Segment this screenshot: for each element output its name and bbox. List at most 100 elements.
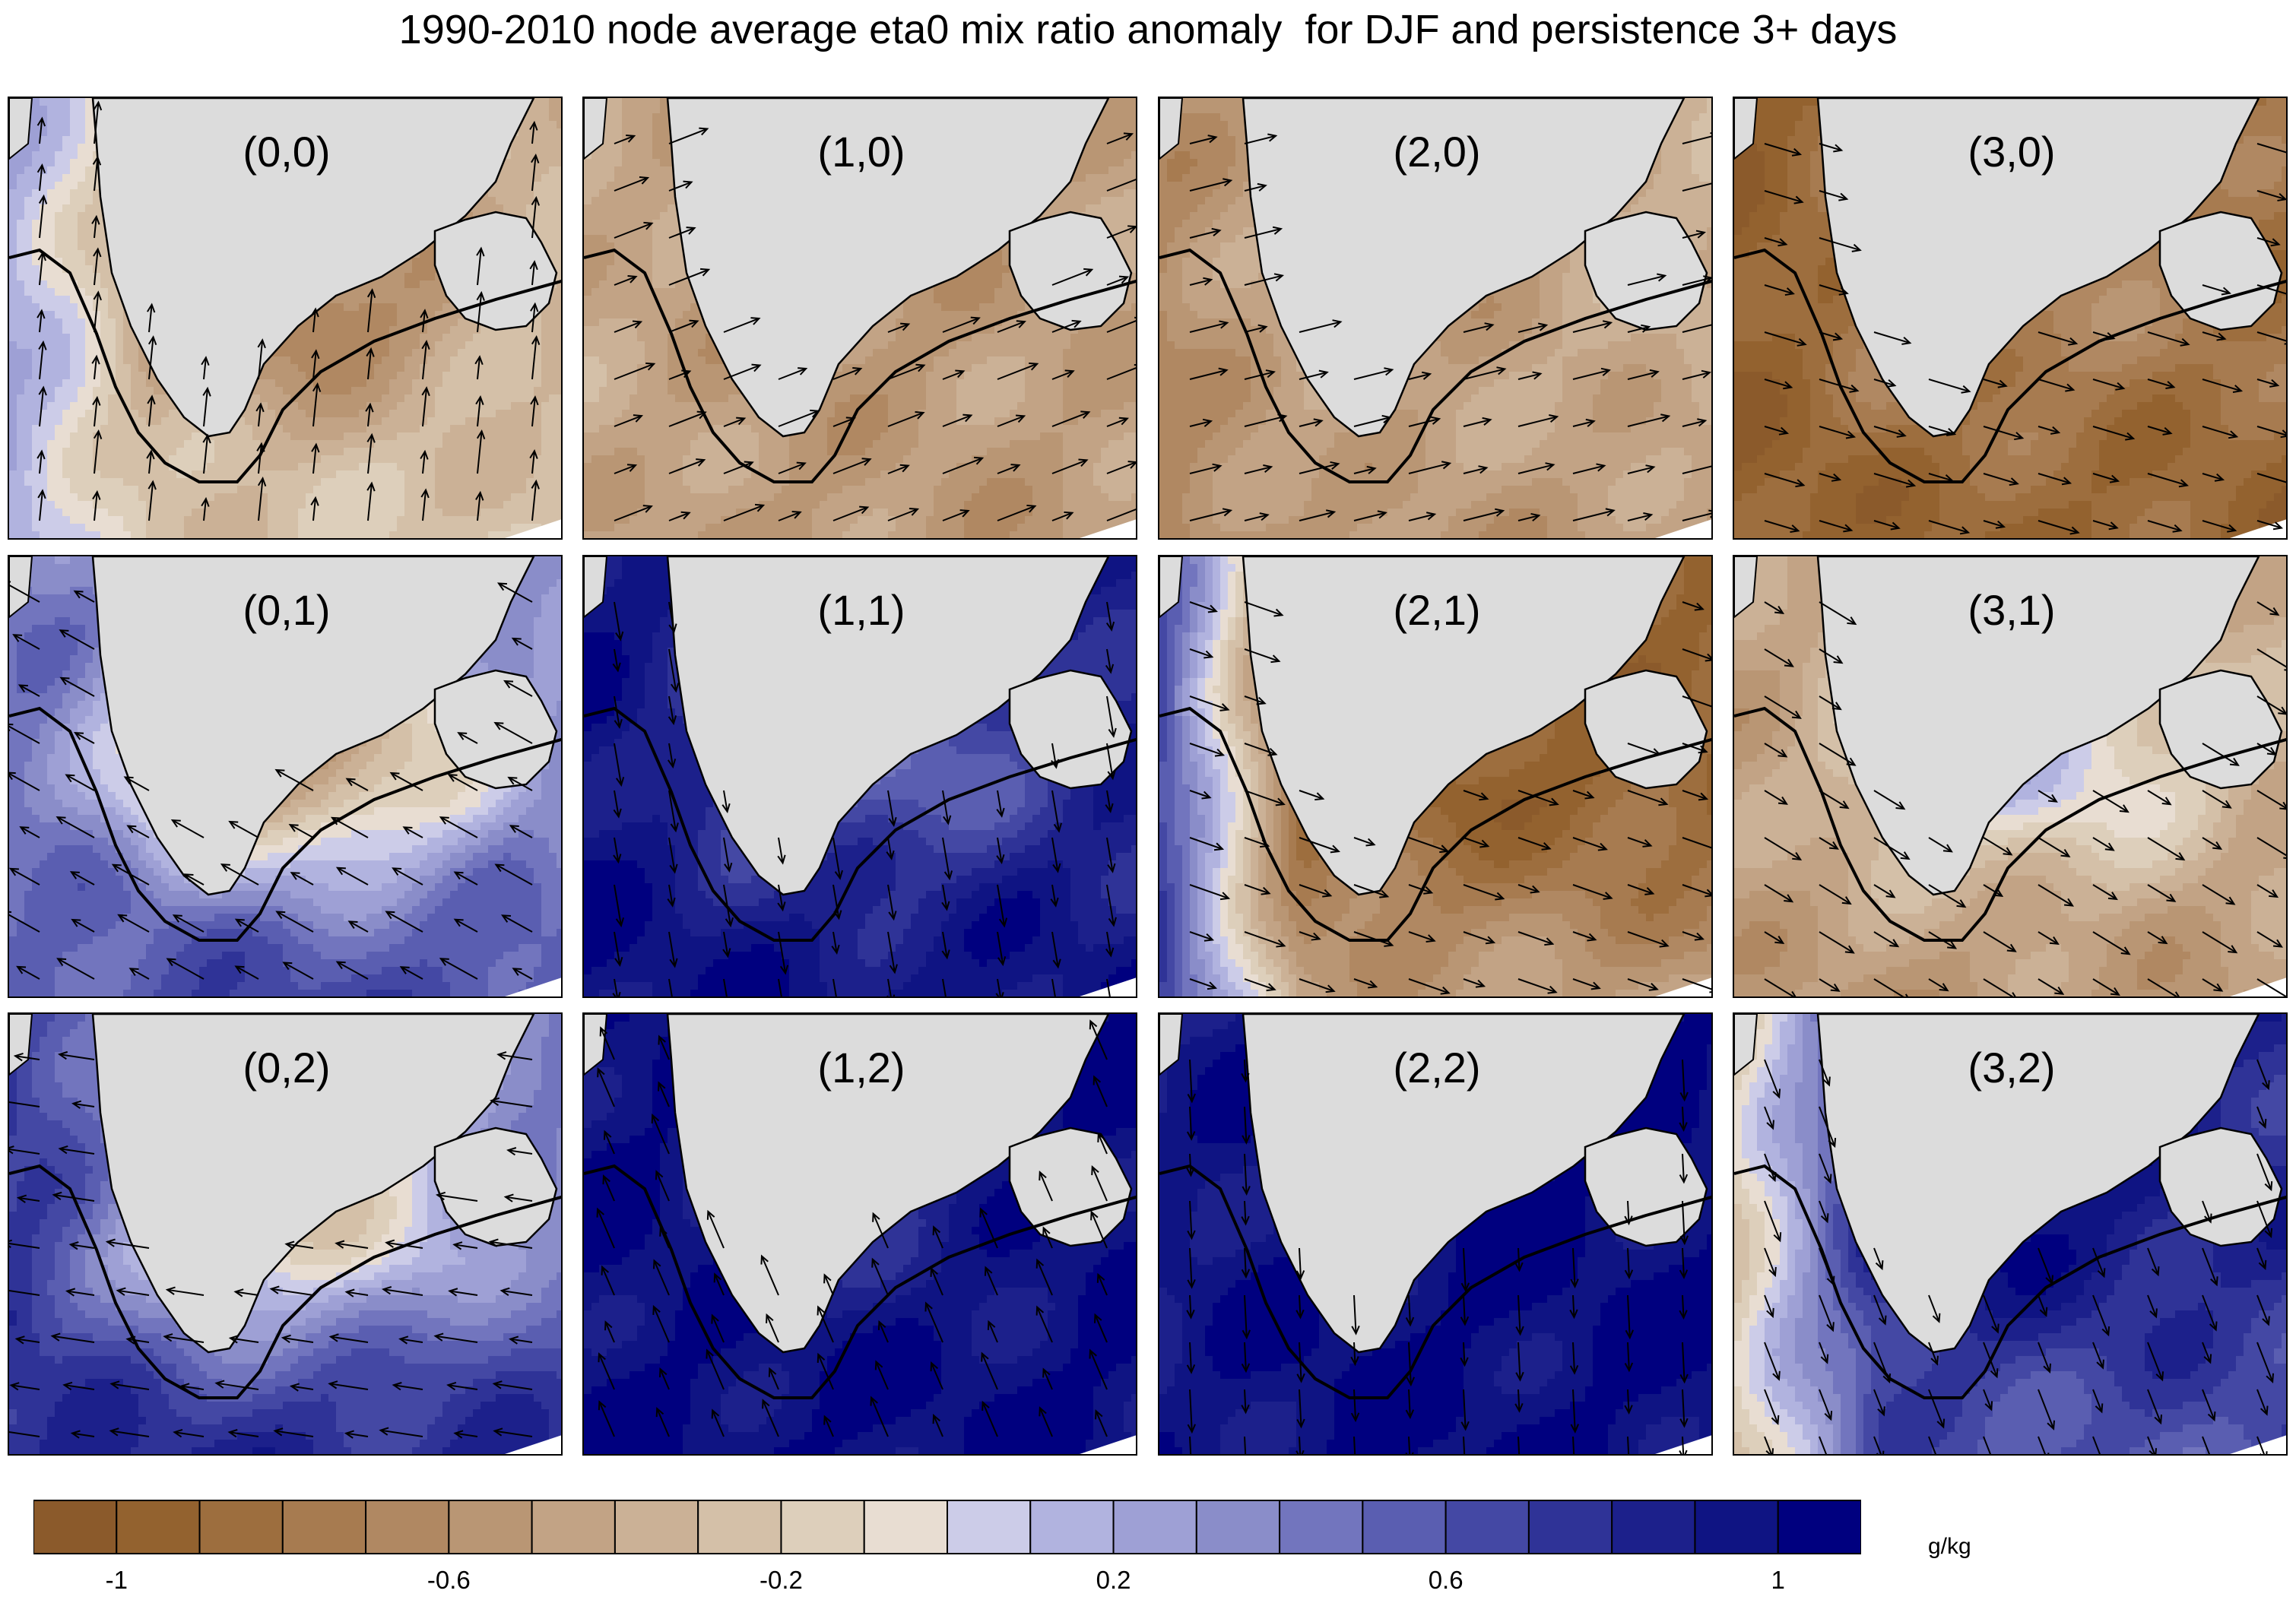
wind-vector-arrow — [1244, 324, 1268, 333]
wind-vector-arrow — [1189, 277, 1213, 286]
wind-vector-arrow — [1764, 1389, 1780, 1426]
wind-vector-arrow — [2038, 379, 2076, 392]
anomaly-field-map — [1159, 98, 1711, 538]
wind-vector-arrow — [817, 1305, 834, 1343]
wind-vector-arrow — [1928, 978, 1949, 992]
anomaly-field-map — [584, 1014, 1136, 1454]
wind-vector-arrow — [1460, 1389, 1470, 1431]
wind-vector-arrow — [1819, 331, 1844, 341]
wind-vector-arrow — [1353, 978, 1378, 989]
wind-vector-arrow — [2202, 1389, 2216, 1422]
wind-vector-arrow — [1819, 884, 1852, 905]
wind-vector-arrow — [1517, 790, 1559, 806]
wind-vector-arrow — [1819, 520, 1854, 533]
wind-vector-arrow — [2038, 520, 2080, 535]
wind-vector-arrow — [1627, 978, 1659, 991]
wind-vector-arrow — [778, 978, 782, 996]
wind-vector-arrow — [668, 931, 678, 968]
wind-vector-arrow — [1928, 1436, 1937, 1454]
wind-vector-arrow — [1764, 426, 1790, 436]
wind-vector-arrow — [281, 1334, 314, 1344]
wind-vector-arrow — [1244, 512, 1270, 521]
wind-vector-arrow — [1625, 1294, 1635, 1340]
wind-vector-arrow — [9, 1101, 40, 1107]
wind-vector-arrow — [1627, 369, 1660, 380]
wind-vector-arrow — [1299, 884, 1333, 898]
wind-vector-arrow — [871, 1257, 889, 1296]
wind-vector-arrow — [494, 863, 533, 886]
wind-vector-arrow — [2092, 931, 2131, 955]
wind-vector-arrow — [1105, 648, 1115, 674]
wind-vector-arrow — [446, 1381, 478, 1391]
wind-vector-arrow — [1572, 418, 1596, 427]
wind-vector-arrow — [490, 1097, 533, 1107]
map-panel: (2,1) — [1158, 555, 1713, 998]
wind-vector-arrow — [1408, 461, 1452, 474]
wind-vector-arrow — [335, 867, 369, 886]
wind-vector-arrow — [2202, 426, 2239, 439]
wind-vector-arrow — [1819, 648, 1844, 664]
colorbar-swatch — [281, 1500, 367, 1554]
wind-vector-arrow — [1463, 322, 1495, 333]
coastline-contour — [9, 248, 561, 483]
wind-vector-arrow — [37, 251, 46, 286]
wind-vector-arrow — [655, 1170, 670, 1202]
wind-vector-arrow — [1051, 511, 1074, 521]
wind-vector-arrow — [1351, 1294, 1360, 1335]
wind-vector-arrow — [1189, 367, 1229, 380]
wind-vector-arrow — [614, 275, 638, 286]
wind-vector-arrow — [984, 1266, 998, 1296]
wind-vector-arrow — [1189, 601, 1218, 613]
wind-vector-arrow — [1819, 1247, 1835, 1286]
wind-vector-arrow — [2256, 1294, 2270, 1326]
wind-vector-arrow — [2038, 1247, 2053, 1285]
wind-vector-arrow — [1517, 884, 1540, 894]
wind-vector-arrow — [366, 288, 376, 333]
wind-vector-arrow — [1353, 884, 1390, 898]
wind-vector-arrow — [1983, 884, 2004, 897]
wind-vector-arrow — [997, 464, 1021, 474]
wind-vector-arrow — [1106, 884, 1117, 927]
land-mass — [1816, 98, 2260, 438]
colorbar-swatch — [1777, 1500, 1861, 1554]
wind-vector-arrow — [147, 303, 156, 333]
wind-vector-arrow — [1189, 884, 1231, 901]
wind-vector-arrow — [202, 386, 211, 427]
wind-vector-arrow — [289, 1383, 314, 1392]
wind-vector-arrow — [1764, 1200, 1782, 1243]
wind-vector-arrow — [2256, 331, 2286, 345]
wind-vector-arrow — [529, 120, 538, 144]
wind-vector-arrow — [2038, 1294, 2048, 1317]
wind-vector-arrow — [1106, 461, 1136, 474]
wind-vector-arrow — [1405, 1436, 1414, 1454]
wind-vector-arrow — [2256, 1389, 2269, 1416]
wind-vector-arrow — [1089, 1019, 1108, 1060]
island — [433, 211, 558, 331]
wind-vector-arrow — [328, 1333, 369, 1343]
wind-vector-arrow — [1682, 182, 1711, 192]
wind-vector-arrow — [778, 409, 820, 427]
wind-vector-arrow — [1983, 837, 2013, 856]
colorbar-swatch — [947, 1500, 1032, 1554]
wind-vector-arrow — [128, 968, 150, 980]
island — [1584, 669, 1708, 790]
wind-vector-arrow — [1106, 695, 1117, 738]
wind-vector-arrow — [932, 1225, 943, 1249]
wind-vector-arrow — [9, 723, 40, 744]
wind-vector-arrow — [2038, 790, 2058, 803]
land-mass — [1242, 556, 1686, 896]
wind-vector-arrow — [344, 1288, 369, 1297]
wind-vector-arrow — [1983, 426, 2025, 441]
colorbar-swatch — [1362, 1500, 1447, 1554]
wind-vector-arrow — [509, 825, 533, 838]
map-panel: (0,0) — [8, 97, 563, 540]
wind-vector-arrow — [1679, 1436, 1688, 1454]
wind-vector-arrow — [942, 456, 985, 474]
land-mass — [1242, 1014, 1686, 1354]
wind-vector-arrow — [1983, 931, 2017, 952]
land-mass — [666, 556, 1110, 896]
wind-vector-arrow — [19, 826, 40, 838]
wind-vector-arrow — [1679, 1389, 1689, 1428]
colorbar — [33, 1500, 1861, 1554]
wind-vector-arrow — [1189, 463, 1223, 474]
